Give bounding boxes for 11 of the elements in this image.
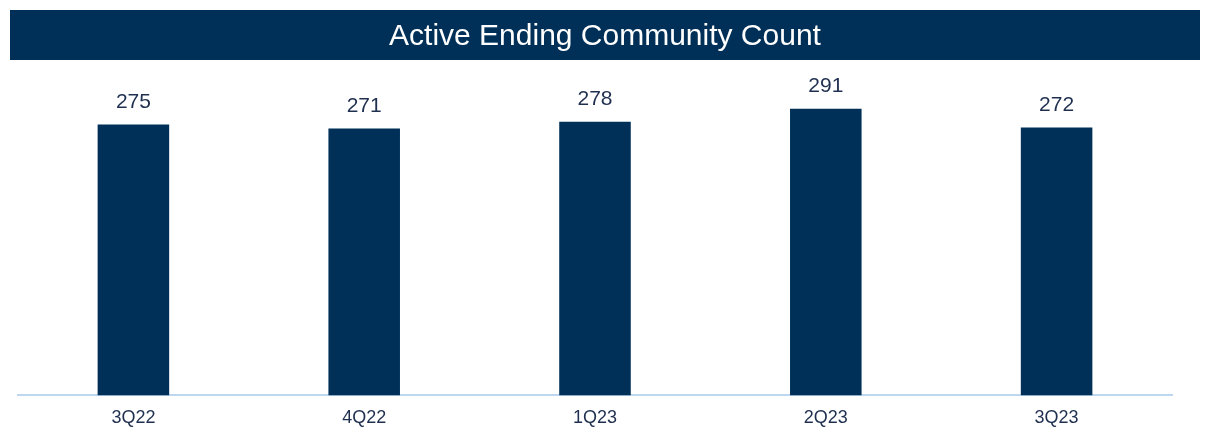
data-label: 291	[808, 73, 844, 97]
data-label: 272	[1039, 91, 1075, 115]
chart-title: Active Ending Community Count	[10, 10, 1200, 60]
x-tick-label: 4Q22	[342, 407, 387, 428]
x-tick-label: 3Q22	[111, 407, 156, 428]
data-label: 278	[577, 85, 613, 109]
x-tick-label: 2Q23	[803, 407, 848, 428]
x-tick-label: 1Q23	[572, 407, 618, 428]
data-label: 275	[115, 88, 151, 112]
x-tick-label: 3Q23	[1034, 407, 1079, 428]
data-label: 271	[346, 92, 382, 116]
